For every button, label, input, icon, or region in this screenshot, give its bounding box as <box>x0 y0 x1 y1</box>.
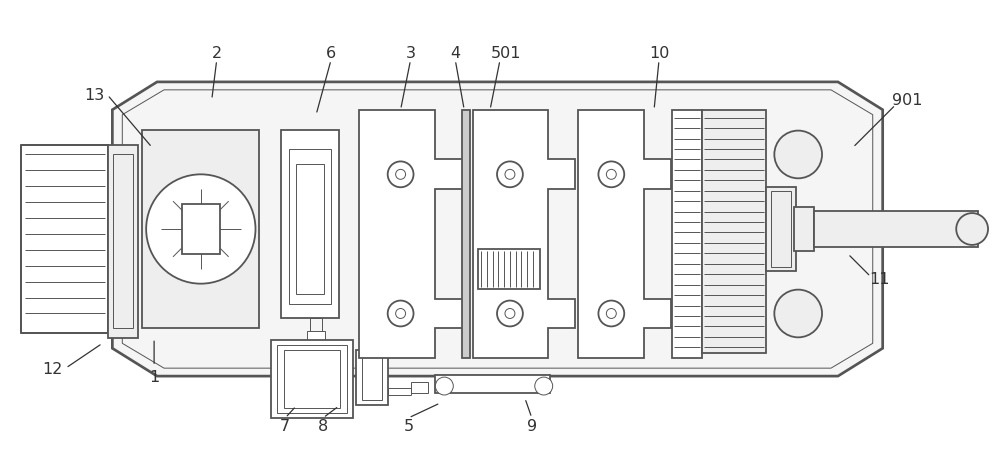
Bar <box>113 155 133 329</box>
Text: 4: 4 <box>450 45 460 61</box>
Bar <box>814 212 978 247</box>
Text: 10: 10 <box>649 45 669 61</box>
Circle shape <box>505 170 515 180</box>
Circle shape <box>606 170 616 180</box>
Circle shape <box>146 281 182 317</box>
Circle shape <box>598 162 624 188</box>
Polygon shape <box>473 111 575 358</box>
Circle shape <box>598 301 624 327</box>
Text: 5: 5 <box>403 419 414 433</box>
Bar <box>672 111 702 358</box>
Bar <box>296 165 324 294</box>
Bar <box>307 332 325 343</box>
Polygon shape <box>359 111 465 358</box>
Bar <box>794 207 814 252</box>
Bar <box>21 145 108 334</box>
Circle shape <box>606 309 616 319</box>
Text: 9: 9 <box>527 419 537 433</box>
Bar <box>462 111 470 358</box>
Circle shape <box>388 301 414 327</box>
Bar <box>362 357 382 400</box>
Bar <box>435 375 550 393</box>
Bar <box>478 249 540 289</box>
Circle shape <box>535 377 553 395</box>
Text: 11: 11 <box>869 272 890 286</box>
Text: 3: 3 <box>406 45 416 61</box>
Bar <box>281 130 339 319</box>
Text: 501: 501 <box>491 45 521 61</box>
Text: 2: 2 <box>212 45 222 61</box>
Circle shape <box>435 377 453 395</box>
Text: 8: 8 <box>318 419 328 433</box>
Text: 12: 12 <box>43 361 63 376</box>
Bar <box>766 188 796 271</box>
Bar <box>771 192 791 267</box>
Circle shape <box>505 309 515 319</box>
Circle shape <box>146 142 182 178</box>
Circle shape <box>956 213 988 246</box>
Text: 13: 13 <box>84 88 105 103</box>
Circle shape <box>774 290 822 338</box>
Bar <box>142 130 259 329</box>
Bar <box>702 111 766 353</box>
Bar <box>356 351 388 405</box>
Bar <box>108 145 138 339</box>
Bar <box>411 382 428 393</box>
Polygon shape <box>122 90 873 369</box>
Text: 7: 7 <box>280 419 290 433</box>
Circle shape <box>774 131 822 179</box>
Circle shape <box>396 170 406 180</box>
Circle shape <box>497 162 523 188</box>
Text: 901: 901 <box>892 93 923 108</box>
Bar <box>289 150 331 304</box>
Circle shape <box>497 301 523 327</box>
Polygon shape <box>578 111 671 358</box>
Bar <box>277 346 347 413</box>
Circle shape <box>146 175 255 284</box>
Circle shape <box>388 162 414 188</box>
Polygon shape <box>112 83 883 376</box>
Bar <box>284 351 340 408</box>
Text: 6: 6 <box>326 45 336 61</box>
Bar <box>271 341 353 418</box>
Text: 1: 1 <box>149 369 159 384</box>
Bar <box>182 205 220 254</box>
Circle shape <box>396 309 406 319</box>
